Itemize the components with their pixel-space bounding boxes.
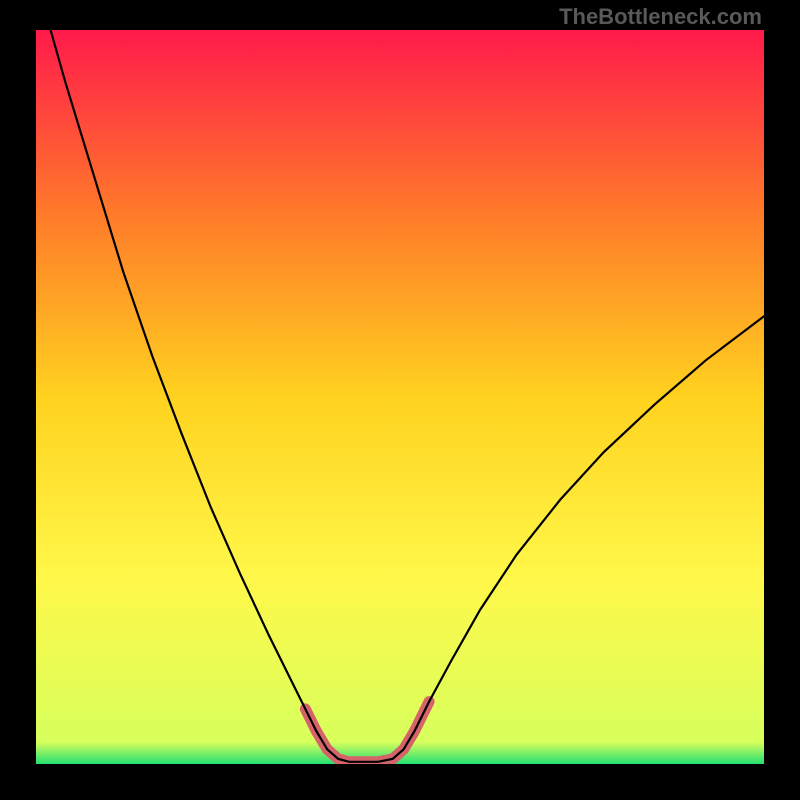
plot-area — [36, 30, 764, 764]
bottleneck-highlight — [305, 702, 429, 762]
attribution-text: TheBottleneck.com — [559, 4, 762, 30]
chart-frame: TheBottleneck.com — [0, 0, 800, 800]
curve-layer — [36, 30, 764, 764]
bottleneck-curve — [51, 30, 764, 762]
